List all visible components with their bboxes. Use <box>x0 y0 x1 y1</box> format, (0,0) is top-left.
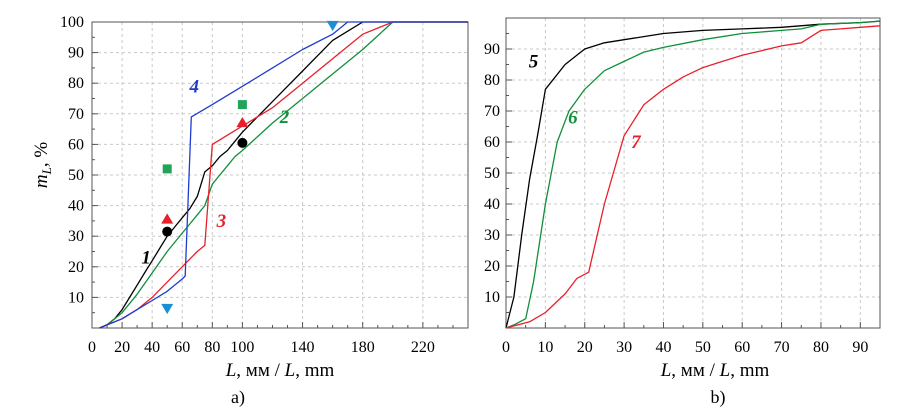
y-axis-label-var: m <box>31 174 52 188</box>
y-tick-label: 10 <box>484 289 500 306</box>
y-tick-label: 30 <box>484 227 500 244</box>
x-tick-label: 80 <box>204 339 220 356</box>
y-tick-label: 60 <box>68 136 84 153</box>
x-tick-label: 40 <box>655 339 671 356</box>
axis-ticks <box>505 17 881 329</box>
y-tick-label: 70 <box>68 106 84 123</box>
x-tick-label: 60 <box>174 339 190 356</box>
y-axis-label: mL, % <box>31 142 54 188</box>
y-tick-label: 90 <box>68 45 84 62</box>
y-tick-label: 80 <box>68 75 84 92</box>
y-tick-label: 40 <box>484 196 500 213</box>
chart-panel-b: 0 10 20 30 40 50 60 70 80 90 10 20 30 40 50 60 70 80 90 5 6 7… <box>484 17 881 408</box>
x-tick-label: 40 <box>144 339 160 356</box>
x-tick-label: 50 <box>695 339 711 356</box>
y-tick-label: 50 <box>484 165 500 182</box>
chart-panel-a: 0 20 40 60 80 100 140 180 220 10 20 30 40 50 60 70 80 90 1… <box>31 14 469 408</box>
x-tick-label: 60 <box>734 339 750 356</box>
marker-square <box>237 100 247 110</box>
marker-square <box>162 164 172 174</box>
series-line-4 <box>99 21 468 329</box>
x-tick-label: 90 <box>852 339 868 356</box>
marker-triangle-down <box>161 303 174 315</box>
y-tick-label: 50 <box>68 167 84 184</box>
x-axis-label-sep: , мм / <box>671 360 719 381</box>
series-line-6 <box>505 20 881 329</box>
y-tick-label: 80 <box>484 72 500 89</box>
series-line-5 <box>505 20 881 329</box>
x-tick-label: 180 <box>351 339 375 356</box>
x-axis-label-var2: L <box>719 360 731 381</box>
x-axis-label-var: L <box>660 360 672 381</box>
x-axis-label: L, мм / L, mm <box>660 360 770 381</box>
curve-label-7: 7 <box>631 132 642 153</box>
x-axis-label-sep: , мм / <box>236 360 284 381</box>
curve-label-6: 6 <box>568 107 578 128</box>
y-tick-label: 20 <box>484 258 500 275</box>
curve-label-2: 2 <box>279 107 290 128</box>
marker-triangle-up <box>161 213 174 224</box>
x-tick-label: 70 <box>774 339 790 356</box>
curve-label-5: 5 <box>529 52 539 73</box>
y-tick-label: 20 <box>68 259 84 276</box>
x-tick-label: 0 <box>502 339 510 356</box>
x-tick-label: 10 <box>537 339 553 356</box>
marker-triangle-up <box>236 116 249 128</box>
marker-triangle-down <box>326 20 339 32</box>
y-axis-label-unit: , % <box>31 142 52 168</box>
y-tick-label: 40 <box>68 198 84 215</box>
y-axis-label-sub: L <box>39 167 54 175</box>
series-line-7 <box>505 25 881 329</box>
grid <box>92 22 468 328</box>
x-tick-label: 100 <box>230 339 254 356</box>
x-tick-label: 20 <box>577 339 593 356</box>
x-tick-label: 140 <box>291 339 315 356</box>
y-tick-label: 100 <box>60 14 84 31</box>
marker-circle <box>237 137 248 148</box>
axis-ticks <box>91 21 469 329</box>
y-tick-label: 70 <box>484 103 500 120</box>
x-tick-label: 30 <box>616 339 632 356</box>
y-tick-label: 90 <box>484 41 500 58</box>
series-line-2 <box>99 21 468 329</box>
grid <box>506 18 880 328</box>
x-axis-label-var: L <box>225 360 237 381</box>
marker-circle <box>162 226 173 237</box>
x-tick-label: 0 <box>88 339 96 356</box>
x-tick-label: 80 <box>813 339 829 356</box>
x-tick-label: 220 <box>411 339 435 356</box>
y-tick-label: 30 <box>68 228 84 245</box>
x-tick-label: 20 <box>114 339 130 356</box>
curve-label-1: 1 <box>141 248 151 269</box>
curve-label-3: 3 <box>216 211 227 232</box>
series-line-1 <box>99 21 468 329</box>
x-axis-label-var2: L <box>284 360 296 381</box>
panel-caption: a) <box>231 387 245 408</box>
y-tick-label: 10 <box>68 289 84 306</box>
x-axis-label-unit: , mm <box>295 360 334 381</box>
x-axis-label-unit: , mm <box>730 360 769 381</box>
y-tick-label: 60 <box>484 134 500 151</box>
curve-label-4: 4 <box>189 76 200 97</box>
x-axis-label: L, мм / L, mm <box>225 360 335 381</box>
panel-caption: b) <box>711 387 726 408</box>
